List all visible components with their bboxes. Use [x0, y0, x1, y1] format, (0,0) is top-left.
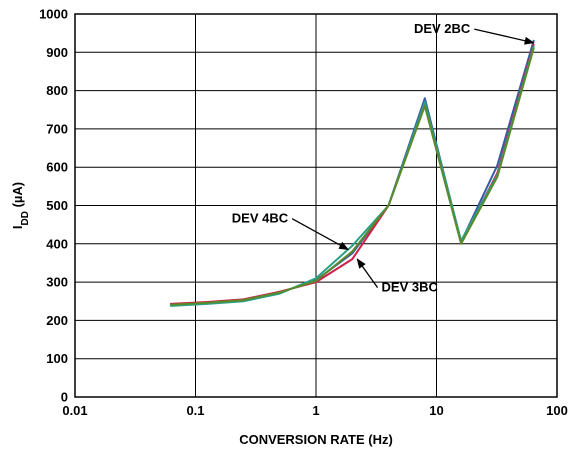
x-tick-label: 1 [312, 403, 319, 418]
tick-layer: 0.01 0.1 1 10 100010020030040050060070080090… [39, 7, 568, 419]
callout-label-3: DEV 3BC [382, 280, 439, 295]
y-tick-label: 700 [46, 121, 68, 136]
y-tick-label: 900 [46, 45, 68, 60]
x-tick-label: 100 [546, 403, 568, 418]
grid-layer [75, 14, 557, 397]
y-tick-label: 300 [46, 275, 68, 290]
y-tick-label: 1000 [39, 7, 68, 22]
x-axis-title: CONVERSION RATE (Hz) [239, 432, 393, 447]
callout-arrow-3 [356, 258, 379, 289]
series-line-1 [169, 39, 535, 307]
y-tick-label: 200 [46, 313, 68, 328]
series-line-4 [169, 47, 535, 306]
x-tick-label: 0.1 [186, 403, 204, 418]
plot-frame [74, 13, 558, 398]
y-axis-title-unit: (µA) [10, 182, 25, 211]
x-tick-label: 10 [429, 403, 443, 418]
y-tick-label: 800 [46, 83, 68, 98]
callout-arrow-1 [474, 28, 535, 45]
x-tick-label: 0.01 [62, 403, 87, 418]
y-axis-title: IDD (µA) [10, 182, 31, 229]
callout-label-1: DEV 2BC [414, 21, 471, 36]
y-tick-label: 100 [46, 351, 68, 366]
series-layer [169, 39, 535, 307]
y-tick-label: 400 [46, 236, 68, 251]
series-line-2 [169, 43, 535, 305]
y-axis-title-main: I [10, 225, 25, 229]
callout-arrow-2 [291, 218, 350, 251]
callout-label-2: DEV 4BC [232, 211, 289, 226]
y-tick-label: 0 [61, 390, 68, 405]
series-line-3 [169, 45, 535, 307]
y-tick-label: 500 [46, 198, 68, 213]
callout-layer: DEV 2BC DEV 4BC DEV 3BC [232, 21, 535, 295]
y-tick-label: 600 [46, 160, 68, 175]
y-axis-title-subscript: DD [20, 211, 31, 225]
